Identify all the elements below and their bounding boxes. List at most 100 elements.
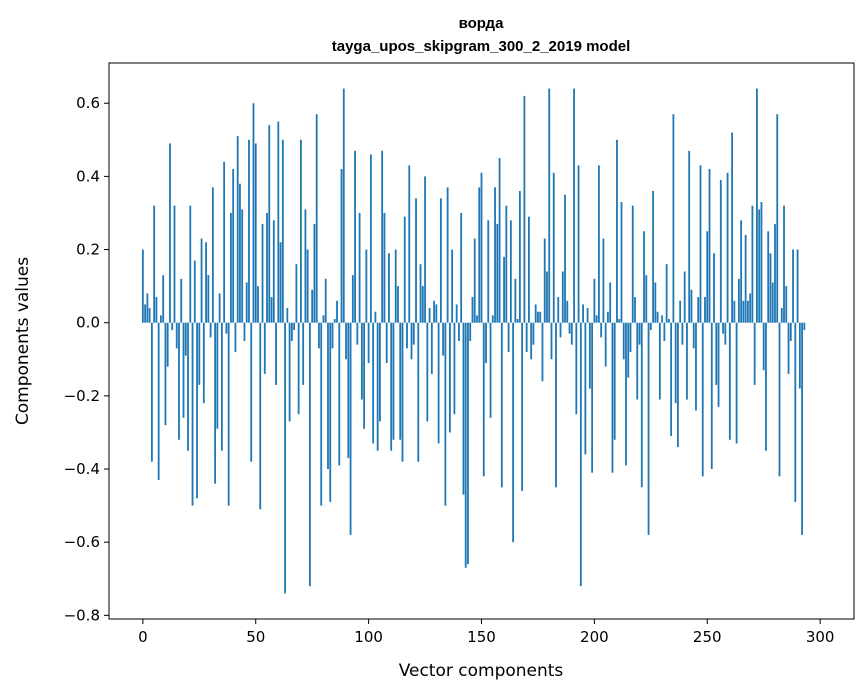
y-tick-label: 0.4 [76,167,100,185]
bar-173 [532,322,535,345]
bar-236 [674,322,677,404]
bar-15 [175,322,178,349]
bar-36 [223,161,226,323]
bar-92 [349,322,352,535]
bar-103 [374,311,377,323]
bar-285 [785,286,788,323]
bar-265 [740,220,743,323]
bar-2 [146,293,149,323]
bar-226 [652,191,654,323]
bar-261 [731,132,733,323]
bar-214 [625,322,627,466]
bar-182 [552,172,555,323]
bar-33 [216,322,219,429]
bar-206 [607,311,609,323]
bar-272 [756,88,758,323]
bar-164 [512,322,515,543]
bar-78 [318,322,320,349]
bar-38 [227,322,230,506]
bar-292 [801,322,803,535]
bar-242 [688,150,691,323]
bar-248 [701,322,704,477]
bar-176 [539,311,542,323]
bar-150 [480,172,483,323]
bar-231 [663,322,666,341]
chart-subtitle: tayga_upos_skipgram_300_2_2019 model [332,38,631,55]
bar-14 [173,205,176,323]
bar-191 [573,88,575,323]
bar-118 [408,165,411,323]
bar-86 [336,300,338,323]
bar-3 [148,308,151,323]
bar-286 [787,322,790,374]
bar-252 [710,322,713,470]
bar-201 [595,315,598,323]
bar-174 [534,304,537,323]
bar-224 [647,322,650,535]
bar-116 [403,216,406,323]
bar-288 [792,249,794,323]
bar-10 [164,322,167,426]
bar-152 [485,322,487,363]
bar-111 [392,322,395,440]
bar-69 [297,322,300,415]
bar-208 [611,322,614,473]
bar-276 [765,322,767,451]
bar-21 [189,205,192,323]
bar-181 [550,322,553,360]
bar-12 [169,143,171,323]
bar-50 [254,143,257,323]
bar-162 [507,322,510,352]
bar-198 [588,322,591,389]
bar-74 [309,322,311,587]
bar-187 [564,194,566,323]
bar-143 [464,322,467,568]
bar-232 [665,264,668,323]
bar-161 [505,205,508,323]
x-tick-label: 150 [467,628,496,646]
bar-75 [311,289,314,323]
bar-85 [333,319,336,323]
y-axis-ticks: −0.8 −0.6 −0.4 −0.2 0.0 0.2 0.4 0.6 [64,94,109,624]
bar-140 [458,322,460,341]
bar-293 [803,322,806,331]
bar-141 [460,212,463,323]
bar-249 [704,297,706,323]
bar-186 [561,271,564,323]
bar-253 [713,253,715,323]
bar-203 [600,322,603,338]
bar-9 [162,275,165,323]
bar-251 [708,169,711,323]
bar-68 [295,264,298,323]
bar-6 [155,297,158,323]
bar-277 [767,231,770,323]
bar-210 [616,139,618,323]
bar-46 [245,282,248,323]
bar-4 [150,322,153,462]
bar-269 [749,293,752,323]
bar-71 [302,322,305,385]
y-tick-label: 0.2 [76,241,100,259]
bar-144 [467,322,469,565]
bar-170 [525,322,528,352]
x-tick-label: 300 [806,628,835,646]
y-axis-label: Components values [13,257,33,425]
bar-64 [286,308,289,323]
bar-62 [281,139,284,323]
bar-77 [315,114,318,323]
bar-189 [568,322,571,334]
bar-8 [160,315,162,323]
bar-184 [557,297,560,323]
bar-53 [261,223,264,323]
bar-130 [435,304,438,323]
bar-245 [695,322,697,411]
bar-66 [290,322,293,341]
bar-243 [690,289,693,323]
bar-63 [284,322,286,594]
bar-160 [503,256,505,323]
plot-frame [108,62,855,620]
bar-240 [683,271,686,323]
bar-98 [363,322,366,429]
bar-47 [248,139,250,323]
